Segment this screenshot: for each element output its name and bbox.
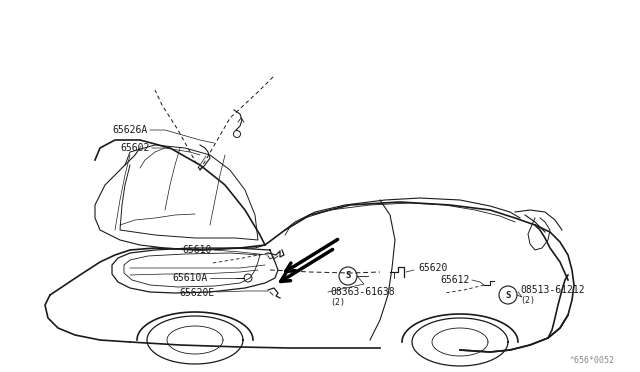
Text: 65620: 65620: [418, 263, 447, 273]
Text: 65602: 65602: [120, 143, 150, 153]
Text: 08363-61638: 08363-61638: [330, 287, 395, 297]
Text: 65610: 65610: [182, 245, 212, 255]
Text: 08513-61212: 08513-61212: [520, 285, 584, 295]
Text: S: S: [346, 272, 351, 280]
Text: S: S: [506, 291, 511, 299]
Text: 65612: 65612: [440, 275, 470, 285]
Text: 65620E: 65620E: [180, 288, 215, 298]
Text: (2): (2): [330, 298, 345, 307]
Text: 65626A: 65626A: [113, 125, 148, 135]
Text: ^656*0052: ^656*0052: [570, 356, 615, 365]
Text: (2): (2): [520, 295, 535, 305]
Text: 65610A: 65610A: [173, 273, 208, 283]
